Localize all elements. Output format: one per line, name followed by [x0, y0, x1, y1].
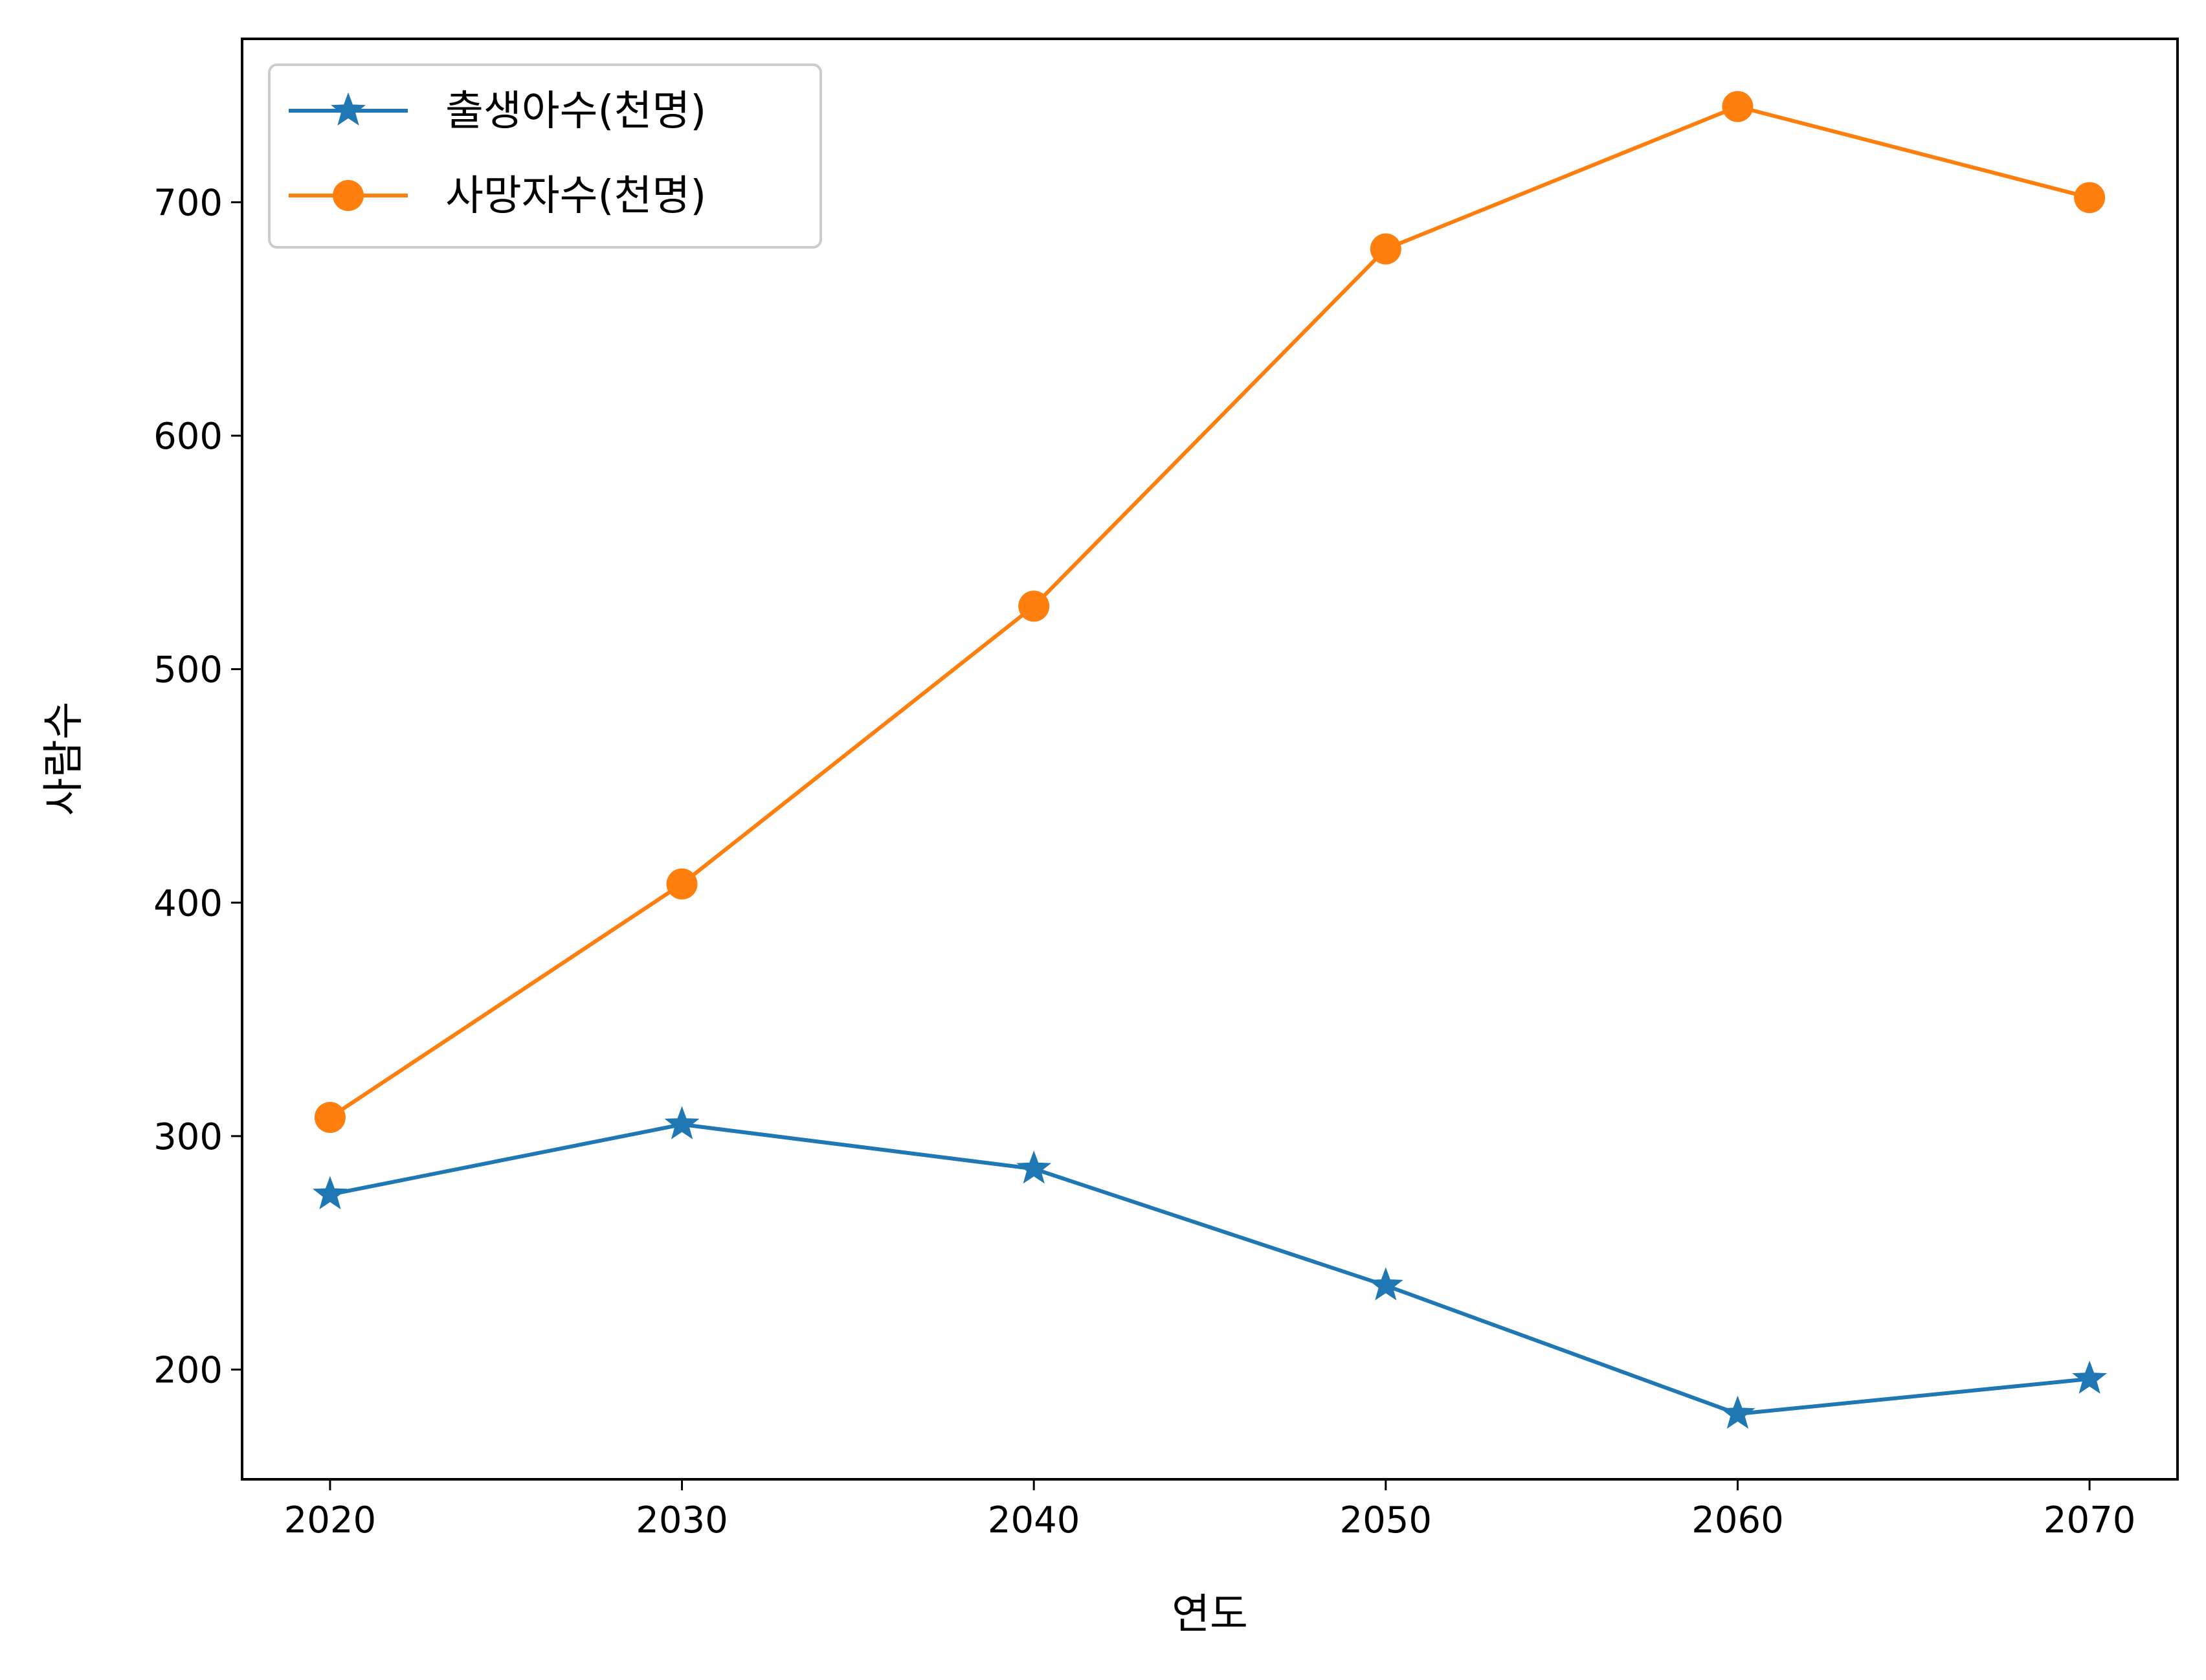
x-axis-label: 연도: [1172, 1591, 1248, 1639]
plot-frame: [241, 38, 2179, 1481]
y-tick-label: 700: [153, 182, 223, 224]
legend: 출생아수(천명) 사망자수(천명): [268, 63, 822, 249]
data-point-series-2: [314, 1102, 346, 1134]
data-point-series-1: [1720, 1395, 1755, 1429]
x-tick-label: 2020: [284, 1499, 377, 1541]
legend-marker-1: [331, 92, 366, 126]
x-axis: 2020 2030 2040 2050 2060 2070: [284, 1479, 2136, 1541]
legend-label-2: 사망자수(천명): [445, 172, 706, 220]
data-point-series-2: [666, 868, 698, 900]
y-tick-label: 400: [153, 882, 223, 924]
data-point-series-2: [1722, 91, 1754, 122]
data-point-series-2: [1018, 590, 1050, 622]
y-axis-label: 사람수: [40, 702, 88, 816]
y-tick-label: 200: [153, 1350, 223, 1392]
series-line-1: [329, 1122, 2090, 1416]
data-point-series-2: [1370, 233, 1401, 265]
y-tick-label: 600: [153, 416, 223, 458]
data-point-series-2: [2074, 182, 2106, 214]
series-layer: [312, 91, 2108, 1429]
data-point-series-1: [664, 1106, 700, 1139]
legend-label-1: 출생아수(천명): [445, 87, 706, 135]
y-axis: 200 300 400 500 600 700: [153, 182, 242, 1392]
x-tick-label: 2070: [2044, 1499, 2136, 1541]
data-point-series-1: [312, 1176, 348, 1210]
series-line-2: [329, 104, 2090, 1119]
x-tick-label: 2060: [1691, 1499, 1784, 1541]
legend-marker-2: [333, 180, 364, 211]
x-tick-label: 2050: [1340, 1499, 1432, 1541]
data-point-series-1: [1016, 1150, 1052, 1184]
x-tick-label: 2030: [636, 1499, 728, 1541]
y-tick-label: 300: [153, 1116, 223, 1158]
data-point-series-1: [2072, 1360, 2108, 1394]
y-tick-label: 500: [153, 649, 223, 691]
x-tick-label: 2040: [988, 1499, 1080, 1541]
data-point-series-1: [1368, 1267, 1403, 1301]
